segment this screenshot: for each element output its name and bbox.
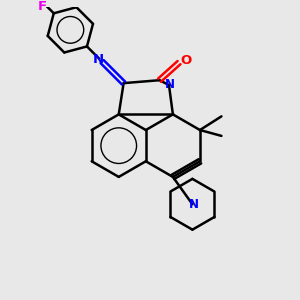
- Text: O: O: [180, 54, 191, 67]
- Text: N: N: [188, 198, 198, 211]
- Text: N: N: [93, 53, 104, 66]
- Text: N: N: [165, 78, 175, 91]
- Text: F: F: [38, 0, 46, 13]
